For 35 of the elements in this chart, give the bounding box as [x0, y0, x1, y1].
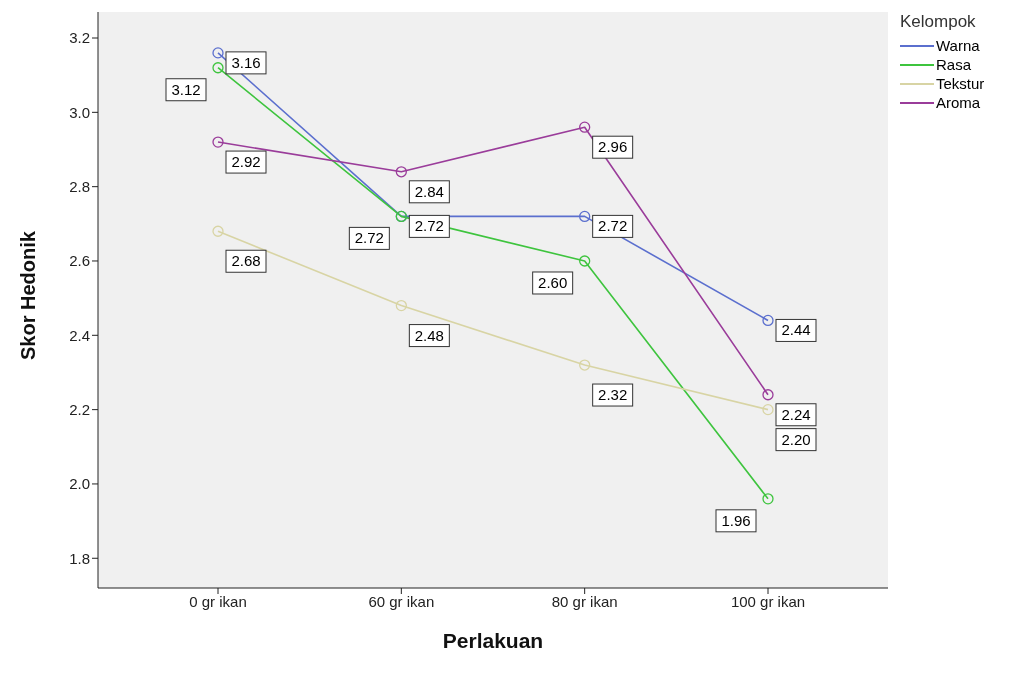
- legend-label: Tekstur: [936, 74, 985, 93]
- data-label: 3.16: [231, 53, 261, 71]
- x-tick-label: 60 gr ikan: [368, 592, 435, 610]
- data-label: 2.60: [538, 273, 568, 291]
- x-axis-title: Perlakuan: [442, 629, 544, 652]
- y-tick-label: 3.0: [69, 103, 90, 121]
- y-tick-label: 3.2: [69, 29, 90, 47]
- data-label: 2.44: [781, 321, 811, 339]
- data-label: 2.32: [598, 386, 628, 404]
- x-tick-label: 0 gr ikan: [189, 592, 247, 610]
- x-tick-label: 80 gr ikan: [551, 592, 618, 610]
- y-axis-title: Skor Hedonik: [17, 230, 40, 360]
- data-label: 2.68: [231, 252, 261, 270]
- data-label: 2.84: [414, 182, 444, 200]
- y-tick-label: 2.0: [69, 475, 90, 493]
- legend-label: Warna: [936, 36, 980, 55]
- data-label: 2.20: [781, 430, 811, 448]
- legend-title: Kelompok: [900, 12, 977, 32]
- legend-label: Rasa: [936, 55, 972, 74]
- x-tick-label: 100 gr ikan: [730, 592, 806, 610]
- data-label: 1.96: [721, 511, 751, 529]
- data-label: 2.72: [414, 217, 444, 235]
- y-tick-label: 2.2: [69, 400, 90, 418]
- y-tick-label: 2.4: [69, 326, 90, 344]
- y-tick-label: 2.6: [69, 252, 90, 270]
- data-label: 2.72: [354, 229, 384, 247]
- data-label: 2.92: [231, 153, 261, 171]
- data-label: 2.24: [781, 405, 811, 423]
- data-label: 2.72: [598, 217, 628, 235]
- legend-label: Aroma: [936, 93, 981, 112]
- data-label: 3.12: [171, 80, 201, 98]
- y-tick-label: 1.8: [69, 549, 90, 567]
- data-label: 2.96: [598, 138, 628, 156]
- y-tick-label: 2.8: [69, 177, 90, 195]
- data-label: 2.48: [414, 326, 444, 344]
